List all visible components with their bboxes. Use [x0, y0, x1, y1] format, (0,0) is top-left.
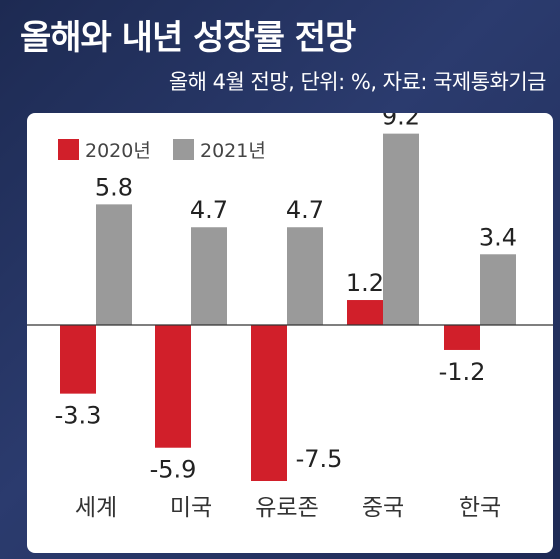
bar-2020-3	[251, 325, 287, 481]
category-label-1: 세계	[75, 495, 117, 521]
legend-swatch-2	[173, 139, 194, 160]
value-label-2020-5: -1.2	[439, 358, 486, 386]
bar-2021-4	[383, 133, 419, 325]
value-label-2021-3: 4.7	[286, 196, 324, 224]
bar-2021-3	[287, 227, 323, 325]
legend-swatch-1	[58, 139, 79, 160]
value-label-2021-4: 9.2	[382, 113, 420, 131]
category-label-3: 유로존	[255, 495, 318, 521]
legend-label-2: 2021년	[200, 140, 266, 162]
category-label-2: 미국	[170, 495, 212, 521]
bar-2020-1	[60, 325, 96, 394]
value-label-2020-2: -5.9	[150, 456, 197, 484]
page-title: 올해와 내년 성장률 전망	[20, 18, 356, 58]
page-subtitle: 올해 4월 전망, 단위: %, 자료: 국제통화기금	[168, 70, 547, 94]
value-label-2021-1: 5.8	[95, 173, 133, 201]
chart-legend: 2020년 2021년	[58, 139, 266, 162]
bar-2020-4	[347, 300, 383, 325]
chart-category-labels: 세계 미국 유로존 중국 한국	[75, 495, 501, 521]
value-label-2021-2: 4.7	[190, 196, 228, 224]
bar-2021-5	[480, 254, 516, 325]
bar-2020-2	[155, 325, 191, 448]
chart-bars	[60, 133, 516, 481]
chart-panel: 2020년 2021년 -3.3 5.8 -5.9 4.7 -7.5 4.7 1.2 9.2 -1…	[27, 113, 553, 553]
category-label-5: 한국	[459, 495, 501, 521]
bar-2021-2	[191, 227, 227, 325]
value-label-2020-3: -7.5	[296, 445, 343, 473]
bar-2021-1	[96, 204, 132, 325]
bar-2020-5	[444, 325, 480, 350]
bar-chart: 2020년 2021년 -3.3 5.8 -5.9 4.7 -7.5 4.7 1.2 9.2 -1…	[27, 113, 553, 521]
value-label-2021-5: 3.4	[479, 223, 517, 251]
value-label-2020-4: 1.2	[346, 269, 384, 297]
legend-label-1: 2020년	[85, 140, 151, 162]
value-label-2020-1: -3.3	[55, 402, 102, 430]
category-label-4: 중국	[362, 495, 404, 521]
chart-value-labels: -3.3 5.8 -5.9 4.7 -7.5 4.7 1.2 9.2 -1.2 3.4	[55, 113, 518, 484]
